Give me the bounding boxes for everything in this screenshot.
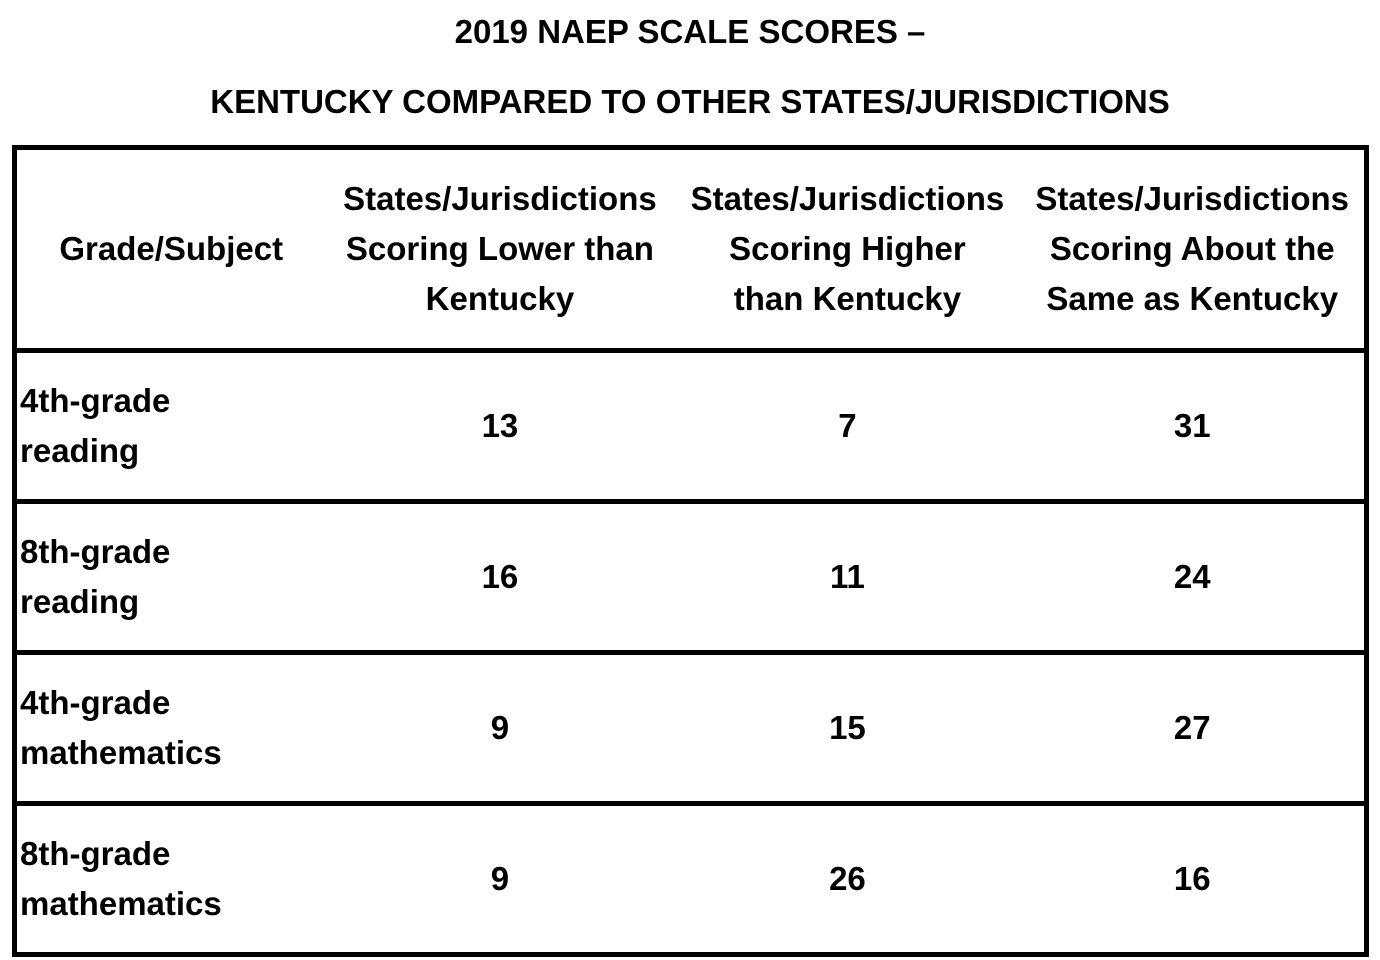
scoring-same-cell: 24 (1020, 501, 1367, 655)
scoring-lower-cell: 13 (325, 350, 675, 504)
table-row: 8th-grade mathematics 9 26 16 (15, 804, 1367, 955)
page-title-line-2: KENTUCKY COMPARED TO OTHER STATES/JURISD… (210, 83, 1170, 120)
scoring-higher-cell: 7 (674, 350, 1021, 504)
header-line: Scoring Lower than (345, 230, 654, 267)
column-header-scoring-lower: States/Jurisdictions Scoring Lower than … (325, 147, 675, 353)
header-line: Grade/Subject (59, 230, 284, 267)
page-title-line-1: 2019 NAEP SCALE SCORES – (454, 13, 926, 50)
header-line: States/Jurisdictions (343, 180, 657, 217)
scoring-same-cell: 27 (1020, 652, 1367, 806)
scoring-same-cell: 31 (1020, 350, 1367, 504)
header-line: States/Jurisdictions (690, 180, 1005, 217)
table-row: 4th-grade mathematics 9 15 27 (14, 652, 1367, 806)
scoring-higher-cell: 11 (674, 501, 1021, 655)
grade-subject-cell: 4th-grade mathematics (14, 652, 326, 806)
header-line: States/Jurisdictions (1035, 180, 1350, 217)
scoring-lower-cell: 9 (325, 652, 675, 806)
subject-line: 8th-grade (20, 835, 171, 872)
subject-line: mathematics (20, 734, 222, 771)
header-line: Scoring Higher (729, 230, 966, 267)
subject-line: 4th-grade (20, 684, 171, 721)
grade-subject-cell: 4th-grade reading (14, 350, 326, 504)
subject-line: 8th-grade (20, 533, 171, 570)
subject-line: 4th-grade (20, 382, 171, 419)
subject-line: mathematics (20, 885, 222, 922)
table-header-row: Grade/Subject States/Jurisdictions Scori… (14, 147, 1367, 353)
table-row: 8th-grade reading 16 11 24 (14, 501, 1367, 655)
subject-line: reading (20, 432, 140, 469)
scoring-higher-cell: 15 (674, 652, 1021, 806)
scoring-lower-cell: 9 (490, 860, 510, 897)
scoring-higher-cell: 26 (829, 860, 866, 897)
column-header-scoring-same: States/Jurisdictions Scoring About the S… (1020, 147, 1367, 353)
grade-subject-cell: 8th-grade reading (14, 501, 326, 655)
header-line: Kentucky (425, 280, 575, 317)
scoring-lower-cell: 16 (325, 501, 675, 655)
subject-line: reading (20, 583, 140, 620)
grade-subject-cell: 8th-grade mathematics (15, 804, 326, 955)
header-line: Same as Kentucky (1046, 280, 1339, 317)
naep-scores-table: Grade/Subject States/Jurisdictions Scori… (12, 145, 1369, 957)
table-row: 4th-grade reading 13 7 31 (14, 350, 1367, 504)
header-line: than Kentucky (733, 280, 962, 317)
column-header-scoring-higher: States/Jurisdictions Scoring Higher than… (674, 147, 1021, 353)
column-header-grade-subject: Grade/Subject (14, 147, 326, 353)
header-line: Scoring About the (1049, 230, 1335, 267)
scoring-same-cell: 16 (1173, 860, 1211, 897)
